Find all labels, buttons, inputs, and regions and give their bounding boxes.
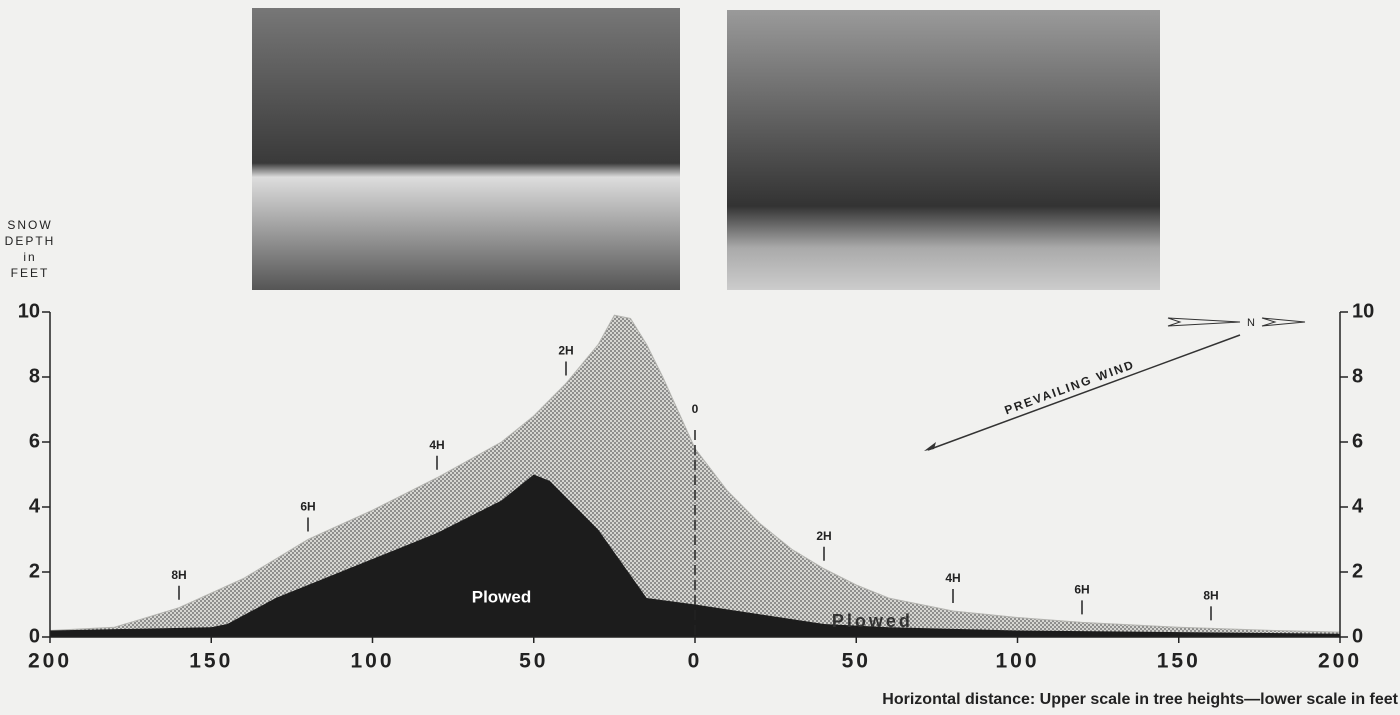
- upper-scale-label: 2H: [816, 529, 831, 543]
- y-axis-title: SNOW DEPTH in FEET: [5, 218, 56, 280]
- y-tick-label: 2: [1352, 560, 1363, 582]
- x-tick-label: 200: [1318, 650, 1362, 673]
- x-axis-title: Horizontal distance: Upper scale in tree…: [882, 691, 1398, 708]
- y-tick-label: 10: [1352, 300, 1374, 322]
- photo: [252, 8, 680, 290]
- upper-scale-label: 0: [692, 402, 699, 416]
- x-tick-label: 150: [189, 650, 233, 673]
- y-tick-label: 2: [29, 560, 40, 582]
- upper-scale-label: 6H: [300, 500, 315, 514]
- area: [50, 474, 1340, 637]
- y-tick-label: 8: [1352, 365, 1363, 387]
- upper-scale-label: 4H: [945, 571, 960, 585]
- wind-label: PREVAILING WIND: [1003, 357, 1137, 417]
- x-tick-label: 0: [688, 650, 703, 673]
- y-tick-label: 10: [18, 300, 40, 322]
- y-tick-label: 8: [29, 365, 40, 387]
- upper-scale-label: 8H: [1203, 589, 1218, 603]
- x-tick-label: 50: [842, 650, 871, 673]
- y-axis-title-line: DEPTH: [5, 234, 56, 248]
- y-tick-label: 4: [1352, 495, 1364, 517]
- y-axis-title-line: SNOW: [7, 218, 52, 232]
- y-tick-label: 6: [1352, 430, 1363, 452]
- x-tick-label: 100: [995, 650, 1039, 673]
- area-label: Plowed: [832, 611, 913, 631]
- wind-arrow: [927, 334, 1241, 451]
- north-arrow: [1261, 317, 1306, 327]
- upper-scale-label: 2H: [558, 344, 573, 358]
- y-tick-label: 6: [29, 430, 40, 452]
- upper-scale-label: 4H: [429, 438, 444, 452]
- y-axis-title-line: in: [23, 250, 36, 264]
- north-label: N: [1247, 317, 1255, 329]
- y-tick-label: 0: [1352, 625, 1363, 647]
- y-tick-label: 0: [29, 625, 40, 647]
- upper-scale-label: 6H: [1074, 583, 1089, 597]
- y-tick-label: 4: [29, 495, 41, 517]
- x-tick-label: 150: [1157, 650, 1201, 673]
- x-tick-label: 100: [350, 650, 394, 673]
- wind-arrow-head: [924, 442, 936, 451]
- y-axis-title-line: FEET: [11, 266, 50, 280]
- x-tick-label: 200: [28, 650, 72, 673]
- area-label: Plowed: [472, 587, 532, 606]
- photo: [727, 10, 1160, 290]
- x-tick-label: 50: [519, 650, 548, 673]
- north-arrow: [1167, 317, 1241, 327]
- upper-scale-label: 8H: [171, 568, 186, 582]
